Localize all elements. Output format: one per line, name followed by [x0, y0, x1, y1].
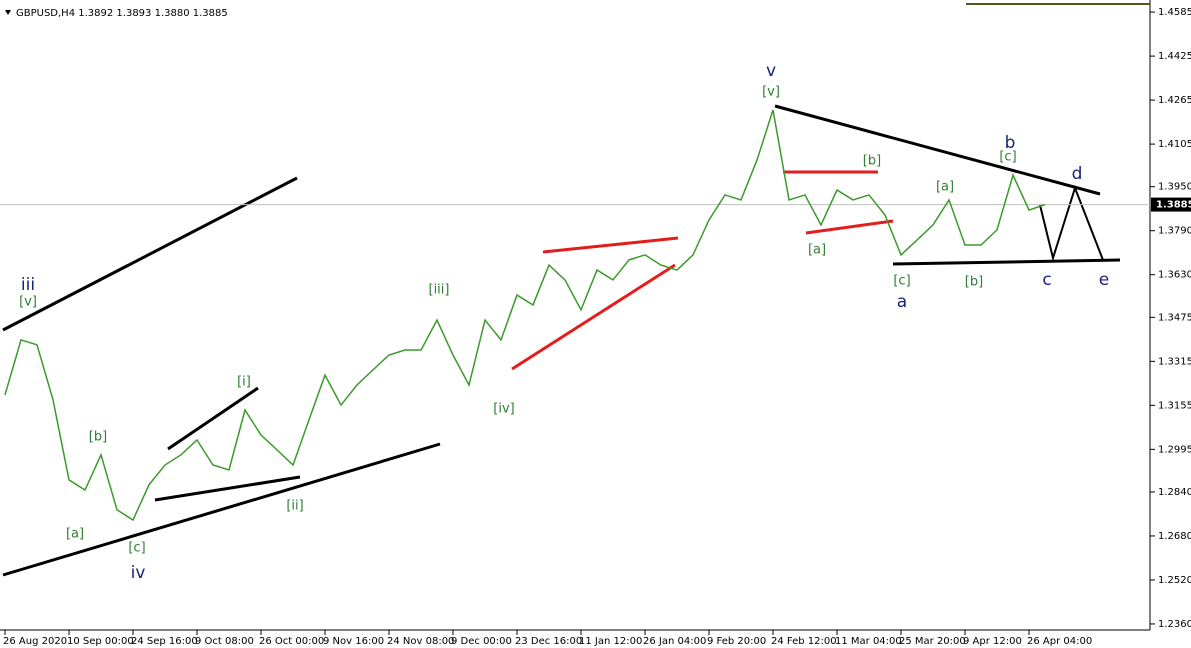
y-tick-label: 1.3790	[1158, 226, 1191, 237]
wave-label: [c]	[893, 274, 910, 289]
channel-line	[2, 442, 441, 577]
wave-label: iv	[131, 563, 146, 583]
triangle-line	[774, 104, 1101, 196]
x-tick-label: 11 Jan 12:00	[579, 636, 642, 647]
y-tick-label: 1.4425	[1158, 51, 1191, 62]
red-lines	[511, 170, 894, 371]
wave-label: c	[1042, 270, 1051, 290]
wave-label: [i]	[237, 375, 251, 390]
wave-label: [c]	[128, 541, 145, 556]
y-tick-label: 1.4585	[1158, 7, 1191, 18]
x-tick-label: 26 Apr 04:00	[1027, 636, 1092, 647]
wedge-line	[167, 386, 259, 451]
x-tick-label: 26 Oct 00:00	[259, 636, 324, 647]
red-line	[542, 236, 679, 254]
x-tick-label: 24 Sep 16:00	[131, 636, 198, 647]
x-tick-label: 9 Nov 16:00	[323, 636, 384, 647]
wedge-line	[154, 475, 301, 502]
x-tick-label: 9 Apr 12:00	[963, 636, 1022, 647]
x-tick-label: 26 Jan 04:00	[643, 636, 706, 647]
red-line	[511, 263, 676, 371]
red-line	[805, 219, 894, 235]
wave-label: [iv]	[493, 402, 514, 417]
wave-label: [b]	[965, 275, 983, 290]
y-tick-label: 1.3475	[1158, 312, 1191, 323]
x-tick-label: 23 Dec 16:00	[515, 636, 582, 647]
x-tick-label: 24 Nov 08:00	[387, 636, 454, 647]
menu-arrow	[5, 10, 11, 15]
channel-line	[2, 176, 298, 332]
forecast-path	[1039, 184, 1104, 262]
wave-label: [ii]	[286, 499, 303, 514]
wave-label: [v]	[19, 295, 37, 310]
x-tick-label: 10 Sep 00:00	[67, 636, 134, 647]
x-tick-label: 9 Feb 20:00	[707, 636, 766, 647]
last-price-label: 1.3885	[1156, 200, 1191, 211]
y-tick-label: 1.3315	[1158, 356, 1191, 367]
trend-lines	[2, 104, 1121, 577]
x-tick-label: 25 Mar 20:00	[899, 636, 966, 647]
wave-label: [iii]	[429, 283, 450, 298]
y-tick-label: 1.3630	[1158, 270, 1191, 281]
x-tick-label: 26 Aug 2020	[3, 636, 67, 647]
wave-label: [v]	[762, 85, 780, 100]
last-price-box	[1151, 197, 1191, 212]
wave-label: [a]	[808, 243, 826, 258]
wave-label: [a]	[936, 180, 954, 195]
wave-label: [b]	[89, 430, 107, 445]
price-line	[4, 109, 1046, 522]
wave-label: [a]	[66, 527, 84, 542]
y-tick-label: 1.2680	[1158, 531, 1191, 542]
y-tick-label: 1.3950	[1158, 182, 1191, 193]
y-tick-label: 1.4105	[1158, 139, 1191, 150]
wave-label: a	[897, 292, 907, 312]
y-tick-label: 1.2360	[1158, 619, 1191, 630]
x-tick-label: 9 Oct 08:00	[195, 636, 254, 647]
y-tick-label: 1.2995	[1158, 444, 1191, 455]
wave-label: v	[766, 61, 776, 81]
wave-label: [b]	[863, 154, 881, 169]
y-tick-label: 1.2840	[1158, 487, 1191, 498]
y-tick-label: 1.4265	[1158, 95, 1191, 106]
wave-label: iii	[21, 275, 35, 295]
wave-label: [c]	[999, 150, 1016, 165]
wave-label: e	[1099, 270, 1109, 290]
wave-label: d	[1072, 164, 1083, 184]
triangle-line	[892, 258, 1121, 266]
x-tick-label: 24 Feb 12:00	[771, 636, 837, 647]
x-tick-label: 11 Mar 04:00	[835, 636, 902, 647]
chart-title: GBPUSD,H4 1.3892 1.3893 1.3880 1.3885	[16, 8, 228, 19]
wave-label: b	[1005, 133, 1016, 153]
x-tick-label: 9 Dec 00:00	[451, 636, 512, 647]
y-tick-label: 1.3155	[1158, 400, 1191, 411]
y-tick-label: 1.2520	[1158, 575, 1191, 586]
